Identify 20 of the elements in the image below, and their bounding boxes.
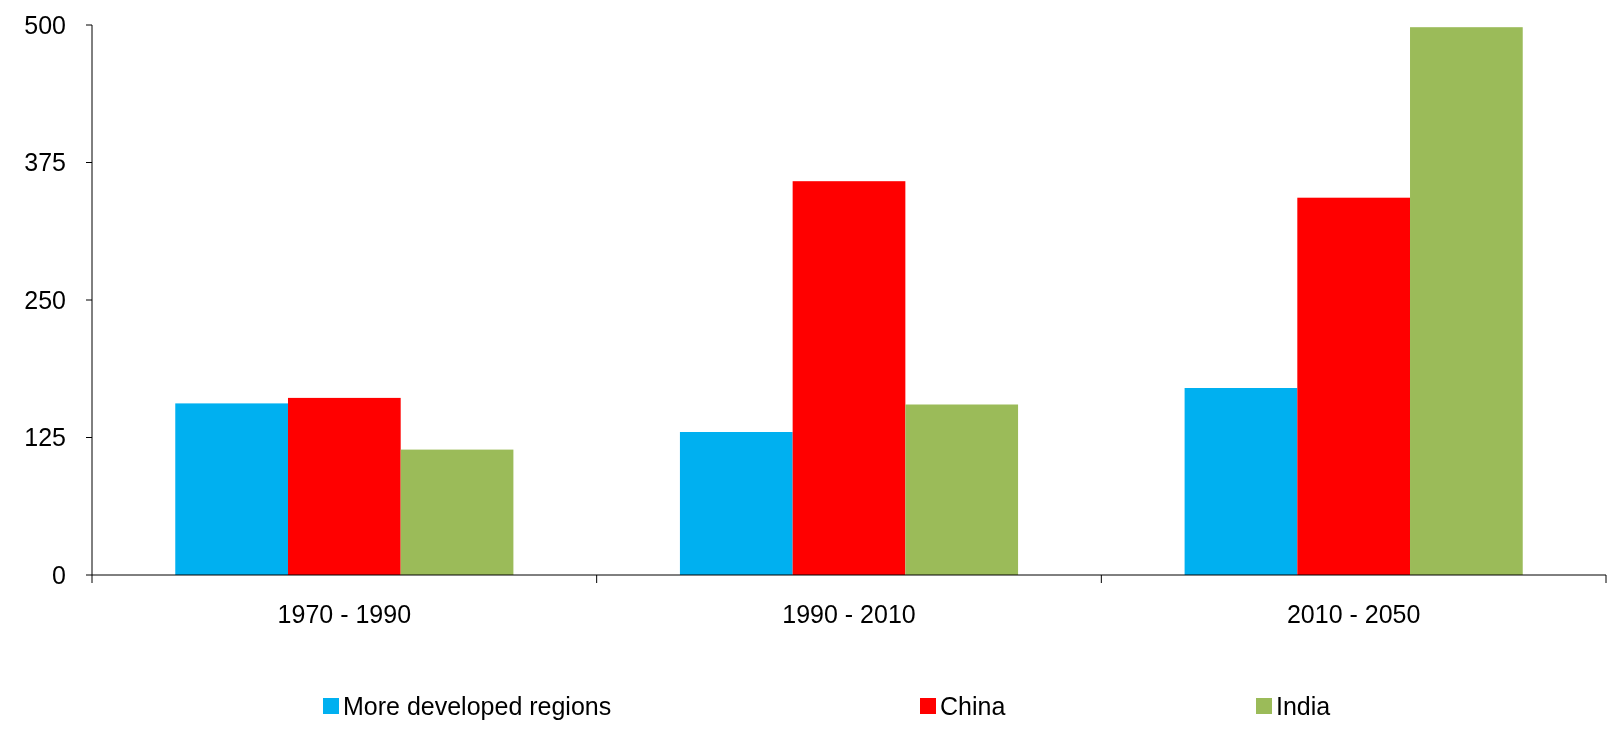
y-tick-label: 500	[24, 10, 66, 39]
bar	[400, 449, 514, 575]
legend-label: India	[1276, 692, 1331, 720]
y-tick-label: 0	[52, 560, 66, 589]
y-tick-label: 250	[24, 285, 66, 314]
y-tick-label: 125	[24, 423, 66, 452]
bar	[287, 397, 401, 575]
bar	[679, 432, 793, 575]
bar	[1410, 27, 1523, 575]
x-tick-label: 1970 - 1990	[277, 600, 412, 628]
bar	[175, 403, 288, 575]
legend-label: China	[940, 692, 1006, 720]
bar	[1297, 197, 1411, 575]
bar	[905, 404, 1019, 575]
x-tick-label: 2010 - 2050	[1286, 600, 1421, 628]
x-tick-label: 1990 - 2010	[782, 600, 916, 628]
bar	[792, 181, 906, 575]
y-tick-label: 375	[24, 148, 66, 177]
legend-label: More developed regions	[343, 692, 612, 720]
bar	[1184, 388, 1298, 575]
